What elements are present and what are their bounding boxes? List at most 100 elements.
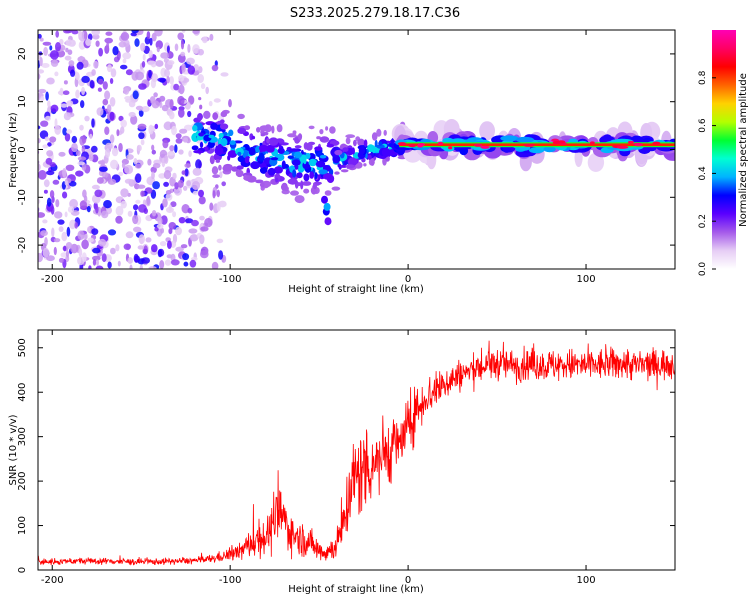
spectrogram-line-peak bbox=[417, 144, 424, 148]
spectrogram-noise-blob bbox=[64, 132, 71, 142]
spectrogram-noise-blob bbox=[205, 86, 209, 95]
spectrogram-noise-blob bbox=[124, 164, 134, 175]
spectrogram-noise-blob bbox=[102, 81, 108, 90]
spectrogram-noise-blob bbox=[151, 244, 158, 253]
spectrogram-noise-blob bbox=[97, 87, 102, 92]
spectrogram-band-blob bbox=[228, 99, 232, 108]
spectrogram-band-blob bbox=[294, 145, 302, 149]
spectrogram-noise-blob bbox=[199, 234, 205, 245]
spectrogram-noise-blob bbox=[67, 206, 75, 213]
spectrogram-line-peak bbox=[480, 145, 490, 149]
spectrogram-band-blob bbox=[319, 129, 324, 135]
spectrogram-band-blob bbox=[237, 127, 247, 134]
spectrogram-band-blob bbox=[378, 141, 383, 146]
spectrogram-noise-blob bbox=[212, 190, 216, 199]
spectrogram-noise-blob bbox=[70, 243, 79, 254]
spectrogram-band-blob bbox=[268, 137, 279, 146]
spectrogram-noise-blob bbox=[191, 219, 199, 227]
spectrogram-noise-blob bbox=[168, 50, 172, 58]
spectrogram-noise-blob bbox=[122, 58, 127, 64]
spectrogram-noise-blob bbox=[151, 144, 155, 151]
spectrogram-noise-blob bbox=[141, 257, 151, 264]
spectrogram-noise-blob bbox=[38, 92, 41, 102]
spectrogram-band-blob bbox=[220, 123, 229, 130]
spectrogram-band-blob bbox=[236, 169, 242, 178]
x-tick-label: 100 bbox=[576, 274, 595, 285]
spectrogram-noise-blob bbox=[187, 110, 192, 118]
spectrogram-noise-blob bbox=[65, 242, 73, 249]
spectrogram-noise-blob bbox=[62, 168, 67, 178]
spectrogram-noise-blob bbox=[98, 78, 104, 85]
snr-y-ticks: 0 100 200 300 400 500 bbox=[17, 338, 675, 573]
spectrogram-noise-blob bbox=[136, 105, 144, 111]
spectrogram-line-peak bbox=[552, 141, 561, 145]
spectrogram-band-blob bbox=[342, 147, 349, 152]
spectrogram-band-blob bbox=[199, 104, 203, 110]
spectrogram-noise-blob bbox=[91, 184, 100, 190]
spectrogram-noise-blob bbox=[38, 62, 39, 64]
spectrogram-noise-blob bbox=[170, 201, 177, 208]
spectrogram-noise-blob bbox=[38, 33, 42, 39]
colorbar-gradient bbox=[712, 30, 736, 269]
spectrogram-noise-blob bbox=[188, 228, 198, 234]
spectrogram-noise-blob bbox=[189, 234, 199, 242]
spectrogram-noise-blob bbox=[96, 107, 104, 116]
spectrogram-noise-blob bbox=[139, 264, 143, 269]
spectrogram-noise-blob bbox=[65, 250, 70, 258]
spectrogram-noise-blob bbox=[124, 96, 132, 101]
spectrogram-noise-blob bbox=[123, 87, 130, 95]
spectrogram-band-blob bbox=[218, 164, 222, 171]
spectrogram-band-blob bbox=[326, 143, 335, 148]
spectrogram-noise-blob bbox=[46, 77, 55, 85]
spectrogram-noise-blob bbox=[58, 257, 65, 263]
spectrogram-noise-blob bbox=[102, 98, 109, 106]
spectrogram-band-blob bbox=[303, 157, 307, 165]
spectrogram-noise-blob bbox=[58, 226, 64, 233]
spectrogram-noise-blob bbox=[71, 30, 79, 35]
spectrogram-noise-blob bbox=[45, 115, 51, 121]
spectrogram-noise-blob bbox=[39, 37, 44, 42]
spectrogram-noise-blob bbox=[188, 95, 195, 105]
spectrogram-noise-blob bbox=[39, 96, 45, 102]
colorbar-tick-label: 0.2 bbox=[698, 214, 708, 228]
spectrogram-band-blob bbox=[191, 145, 199, 151]
spectrogram-noise-blob bbox=[65, 39, 74, 47]
colorbar-tick-label: 0.6 bbox=[698, 118, 708, 133]
spectrogram-noise-blob bbox=[38, 138, 41, 144]
spectrogram-noise-blob bbox=[38, 137, 39, 140]
spectrogram-band-blob bbox=[259, 125, 270, 132]
spectrogram-band-blob bbox=[314, 172, 318, 180]
spectrogram-noise-blob bbox=[159, 101, 163, 109]
spectrogram-noise-blob bbox=[43, 179, 50, 188]
spectrogram-noise-blob bbox=[148, 70, 152, 79]
spectrogram-noise-blob bbox=[91, 118, 95, 128]
spectrogram-noise-blob bbox=[27, 125, 36, 131]
spectrogram-noise-blob bbox=[104, 37, 113, 44]
spectrogram-band-blob bbox=[275, 177, 279, 183]
spectrogram-band-blob bbox=[329, 126, 336, 134]
spectrogram-noise-blob bbox=[101, 253, 107, 263]
spectrogram-x-label: Height of straight line (km) bbox=[288, 284, 424, 295]
spectrogram-band-blob bbox=[367, 154, 372, 160]
spectrogram-band-blob bbox=[196, 135, 203, 141]
spectrogram-band-blob bbox=[222, 131, 228, 136]
spectrogram-noise-blob bbox=[134, 163, 142, 169]
spectrogram-band-blob bbox=[218, 132, 224, 139]
spectrogram-noise-blob bbox=[115, 244, 120, 252]
spectrogram-noise-blob bbox=[160, 227, 165, 234]
spectrogram-noise-blob bbox=[86, 205, 91, 213]
spectrogram-noise-blob bbox=[168, 222, 177, 230]
spectrogram-noise-blob bbox=[89, 80, 95, 89]
spectrogram-band-blob bbox=[208, 134, 215, 139]
spectrogram-band-blob bbox=[383, 129, 387, 136]
spectrogram-noise-blob bbox=[175, 133, 182, 139]
spectrogram-noise-blob bbox=[183, 137, 189, 143]
spectrogram-noise-blob bbox=[174, 43, 179, 52]
spectrogram-band-blob bbox=[319, 136, 330, 143]
spectrogram-noise-blob bbox=[81, 86, 86, 96]
spectrogram-noise-blob bbox=[96, 259, 99, 266]
spectrogram-noise-blob bbox=[166, 76, 170, 84]
spectrogram-noise-blob bbox=[143, 208, 148, 214]
spectrogram-noise-blob bbox=[38, 88, 47, 94]
spectrogram-noise-blob bbox=[77, 156, 87, 161]
